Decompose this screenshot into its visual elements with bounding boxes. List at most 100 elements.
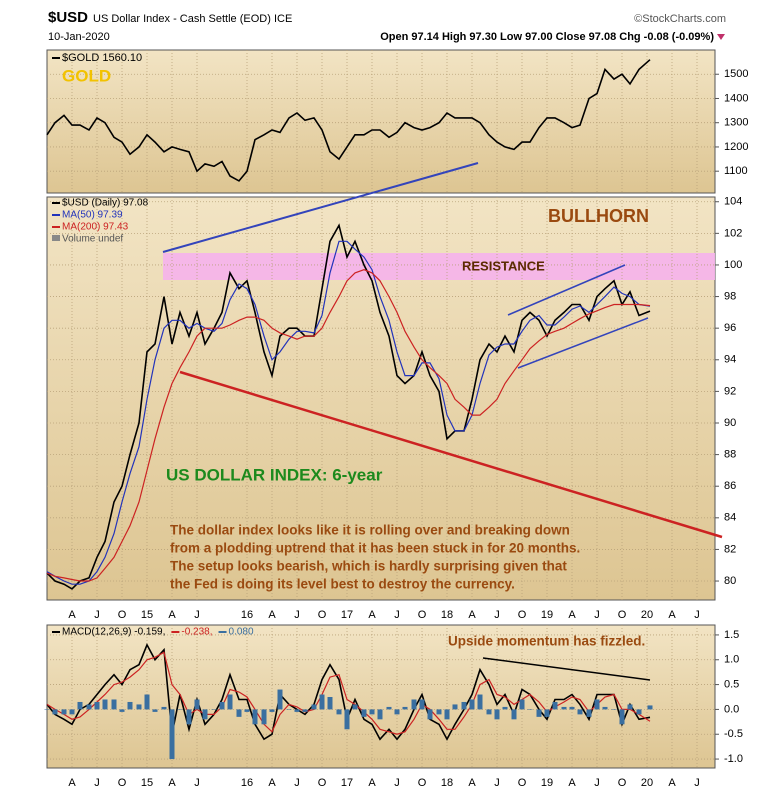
x-tick-label: J xyxy=(594,609,600,621)
x-tick-label: 17 xyxy=(341,609,353,621)
x-tick-label: A xyxy=(568,777,576,789)
x-tick-label: A xyxy=(68,609,76,621)
histogram-bar xyxy=(269,709,275,712)
x-tick-label: A xyxy=(668,777,676,789)
histogram-bar xyxy=(377,709,383,720)
annotation: GOLD xyxy=(62,66,111,85)
histogram-bar xyxy=(502,706,508,710)
trendline xyxy=(162,162,479,253)
x-tick-label: J xyxy=(494,609,500,621)
histogram-bar xyxy=(177,709,183,710)
y-tick-label: 1.5 xyxy=(724,629,739,641)
histogram-bar xyxy=(252,709,258,725)
histogram-bar xyxy=(86,704,92,710)
histogram-bar xyxy=(336,709,342,715)
histogram-bar xyxy=(469,699,475,710)
histogram-bar xyxy=(569,706,575,710)
legend-entry: MA(200) 97.43 xyxy=(62,222,129,233)
x-tick-label: J xyxy=(94,777,100,789)
legend-swatch xyxy=(52,214,60,216)
y-tick-label: 1.0 xyxy=(724,654,739,666)
x-tick-label: O xyxy=(418,609,427,621)
x-tick-label: A xyxy=(668,609,676,621)
annotation: US DOLLAR INDEX: 6-year xyxy=(166,465,383,484)
histogram-bar xyxy=(244,709,250,712)
histogram-bar xyxy=(461,701,467,710)
histogram-bar xyxy=(411,699,417,710)
x-tick-label: A xyxy=(468,609,476,621)
x-tick-label: 16 xyxy=(241,777,253,789)
histogram-bar xyxy=(527,709,533,710)
y-tick-label: 0.5 xyxy=(724,678,739,690)
x-tick-label: A xyxy=(68,777,76,789)
x-tick-label: 19 xyxy=(541,609,553,621)
legend-swatch xyxy=(52,202,60,204)
x-tick-label: O xyxy=(618,777,627,789)
histogram-bar xyxy=(511,709,517,720)
histogram-bar xyxy=(352,704,358,710)
annotation: BULLHORN xyxy=(548,206,649,226)
legend-entry: MA(50) 97.39 xyxy=(62,210,123,221)
histogram-bar xyxy=(94,701,100,710)
x-tick-label: 15 xyxy=(141,777,153,789)
histogram-bar xyxy=(227,694,233,710)
histogram-bar xyxy=(452,704,458,710)
series-line xyxy=(46,59,651,182)
source: ©StockCharts.com xyxy=(634,13,726,25)
resistance-band xyxy=(163,253,715,280)
y-tick-label: 96 xyxy=(724,322,736,334)
annotation: Upside momentum has fizzled. xyxy=(448,634,645,649)
histogram-bar xyxy=(186,709,192,725)
x-tick-label: J xyxy=(294,609,300,621)
histogram-bar xyxy=(286,709,292,710)
channel-line xyxy=(507,264,626,316)
x-tick-label: A xyxy=(368,777,376,789)
histogram-bar xyxy=(152,709,158,712)
histogram-bar xyxy=(119,709,125,712)
y-tick-label: 90 xyxy=(724,417,736,429)
x-tick-label: J xyxy=(694,777,700,789)
histogram-bar xyxy=(477,694,483,710)
histogram-bar xyxy=(427,709,433,720)
histogram-bar xyxy=(327,696,333,710)
histogram-bar xyxy=(594,699,600,710)
histogram-bar xyxy=(127,701,133,710)
histogram-bar xyxy=(202,709,208,720)
legend-entry: MACD(12,26,9) -0.159, xyxy=(62,627,165,638)
index-name: US Dollar Index - Cash Settle (EOD) ICE xyxy=(93,13,292,25)
x-tick-label: 16 xyxy=(241,609,253,621)
annotation: the Fed is doing its level best to destr… xyxy=(170,577,515,592)
annotation: The setup looks bearish, which is hardly… xyxy=(170,559,567,574)
legend-entry: $GOLD 1560.10 xyxy=(62,52,142,64)
histogram-bar xyxy=(369,709,375,715)
x-tick-label: A xyxy=(568,609,576,621)
histogram-bar xyxy=(44,709,50,710)
histogram-bar xyxy=(536,709,542,717)
y-tick-label: 102 xyxy=(724,227,742,239)
legend-swatch xyxy=(171,631,180,633)
legend-swatch xyxy=(218,631,227,633)
x-tick-label: A xyxy=(268,777,276,789)
x-tick-label: 19 xyxy=(541,777,553,789)
annotation: RESISTANCE xyxy=(462,258,545,273)
histogram-bar xyxy=(647,705,653,710)
legend-swatch xyxy=(52,226,60,228)
x-tick-label: A xyxy=(368,609,376,621)
x-tick-label: A xyxy=(168,777,176,789)
histogram-bar xyxy=(236,709,242,717)
histogram-bar xyxy=(444,709,450,720)
histogram-bar xyxy=(61,709,67,715)
histogram-bar xyxy=(319,694,325,710)
x-tick-label: O xyxy=(318,777,327,789)
y-tick-label: 104 xyxy=(724,196,742,208)
legend-entry: 0.080 xyxy=(229,627,254,638)
y-tick-label: 80 xyxy=(724,575,736,587)
histogram-bar xyxy=(169,709,175,760)
down-arrow xyxy=(717,34,725,40)
x-tick-label: 20 xyxy=(641,609,653,621)
x-tick-label: J xyxy=(394,777,400,789)
x-tick-label: 18 xyxy=(441,777,453,789)
histogram-bar xyxy=(136,704,142,710)
x-tick-label: J xyxy=(194,609,200,621)
y-tick-label: 84 xyxy=(724,512,736,524)
